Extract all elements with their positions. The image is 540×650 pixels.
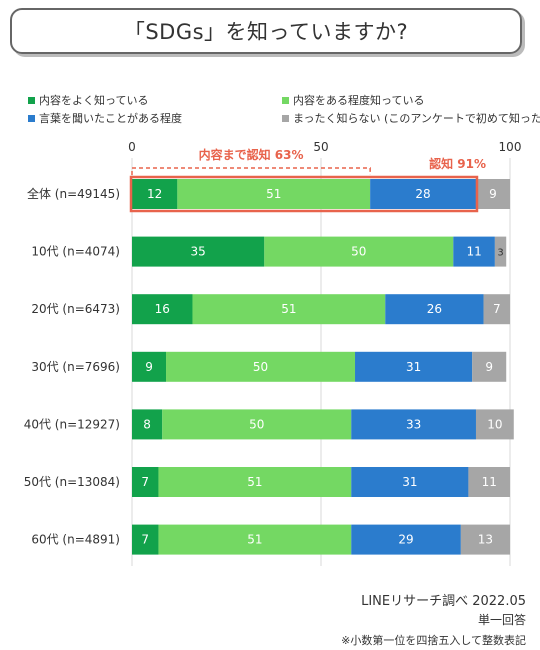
bar-value-label: 7 (141, 533, 149, 547)
bar-value-label: 11 (466, 245, 481, 259)
bar-segment (351, 409, 476, 440)
legend-label-4: まったく知らない (このアンケートで初めて知った) (293, 112, 540, 125)
bar-value-label: 31 (402, 475, 417, 489)
bar-segment (132, 409, 163, 440)
footnote-text: ※小数第一位を四捨五入して整数表記 (341, 634, 526, 647)
bar-segment (355, 351, 473, 382)
bar-value-label: 28 (415, 187, 430, 201)
bar-value-label: 9 (489, 187, 497, 201)
bar-value-label: 12 (147, 187, 162, 201)
bar-value-label: 51 (266, 187, 281, 201)
chart-title: 「SDGs」を知っていますか? (10, 8, 522, 54)
awareness-label: 認知 91% (429, 156, 486, 171)
bar-segment (460, 524, 510, 555)
legend-item-4: まったく知らない (このアンケートで初めて知った) (282, 110, 540, 126)
bar-segment (475, 409, 514, 440)
bar-segment (158, 524, 352, 555)
source-text: LINEリサーチ調べ 2022.05 (361, 594, 526, 609)
x-tick-label-100: 100 (499, 140, 522, 154)
category-label: 60代 (n=4891) (31, 533, 120, 547)
bar-value-label: 13 (478, 533, 493, 547)
legend-swatch-2 (282, 97, 289, 104)
chart-title-text: 「SDGs」を知っていますか? (123, 20, 409, 44)
bar-segment (177, 179, 371, 209)
bar-value-label: 8 (143, 417, 151, 431)
bar-segment (132, 467, 159, 497)
bar-segment (453, 236, 495, 267)
bar-value-label: 50 (253, 360, 268, 374)
awareness-box (129, 175, 479, 213)
bar-value-label: 51 (281, 302, 296, 316)
bar-segment (158, 467, 352, 497)
bar-value-label: 10 (487, 417, 502, 431)
legend-item-2: 内容をある程度知っている (282, 92, 424, 108)
bar-segment (132, 179, 178, 209)
category-label: 全体 (n=49145) (27, 186, 120, 201)
bar-segment (494, 236, 507, 267)
content-awareness-label: 内容まで認知 63% (199, 147, 304, 162)
bar-value-label: 33 (406, 417, 421, 431)
bar-segment (132, 524, 159, 555)
legend-item-3: 言葉を聞いたことがある程度 (28, 110, 182, 126)
x-tick-label-0: 0 (128, 140, 136, 154)
x-tick-label-50: 50 (313, 140, 328, 154)
bar-segment (472, 351, 507, 382)
legend-item-1: 内容をよく知っている (28, 92, 148, 108)
bar-segment (162, 409, 352, 440)
bar-segment (468, 467, 510, 497)
bar-value-label: 3 (497, 248, 503, 259)
category-label: 40代 (n=12927) (24, 417, 120, 431)
bar-segment (483, 294, 510, 325)
content-awareness-bracket (131, 167, 371, 175)
category-label: 20代 (n=6473) (31, 302, 120, 316)
legend-label-3: 言葉を聞いたことがある程度 (39, 112, 182, 125)
bar-segment (166, 351, 356, 382)
category-label: 10代 (n=4074) (31, 245, 120, 259)
bar-segment (192, 294, 386, 325)
bar-segment (132, 236, 265, 267)
bar-value-label: 9 (145, 360, 153, 374)
bar-value-label: 11 (482, 475, 497, 489)
bar-segment (475, 179, 510, 209)
bar-segment (370, 179, 476, 209)
bar-value-label: 9 (485, 360, 493, 374)
bar-segment (385, 294, 484, 325)
legend-label-2: 内容をある程度知っている (293, 94, 425, 107)
legend-swatch-1 (28, 97, 35, 104)
bar-value-label: 50 (351, 245, 366, 259)
bar-value-label: 7 (141, 475, 149, 489)
bar-value-label: 7 (493, 302, 501, 316)
bar-value-label: 31 (406, 360, 421, 374)
bar-segment (132, 294, 193, 325)
bar-value-label: 29 (398, 533, 413, 547)
bar-segment (132, 351, 167, 382)
legend-label-1: 内容をよく知っている (39, 94, 149, 107)
bar-segment (351, 524, 461, 555)
category-label: 30代 (n=7696) (31, 360, 120, 374)
answer-type-text: 単一回答 (477, 613, 526, 627)
bar-value-label: 35 (191, 245, 206, 259)
legend-swatch-4 (282, 115, 289, 122)
bar-segment (351, 467, 469, 497)
bar-value-label: 16 (155, 302, 170, 316)
category-label: 50代 (n=13084) (24, 475, 120, 489)
bar-value-label: 51 (247, 475, 262, 489)
bar-segment (264, 236, 454, 267)
bar-value-label: 26 (427, 302, 442, 316)
legend-swatch-3 (28, 115, 35, 122)
bar-value-label: 50 (249, 417, 264, 431)
bar-value-label: 51 (247, 533, 262, 547)
